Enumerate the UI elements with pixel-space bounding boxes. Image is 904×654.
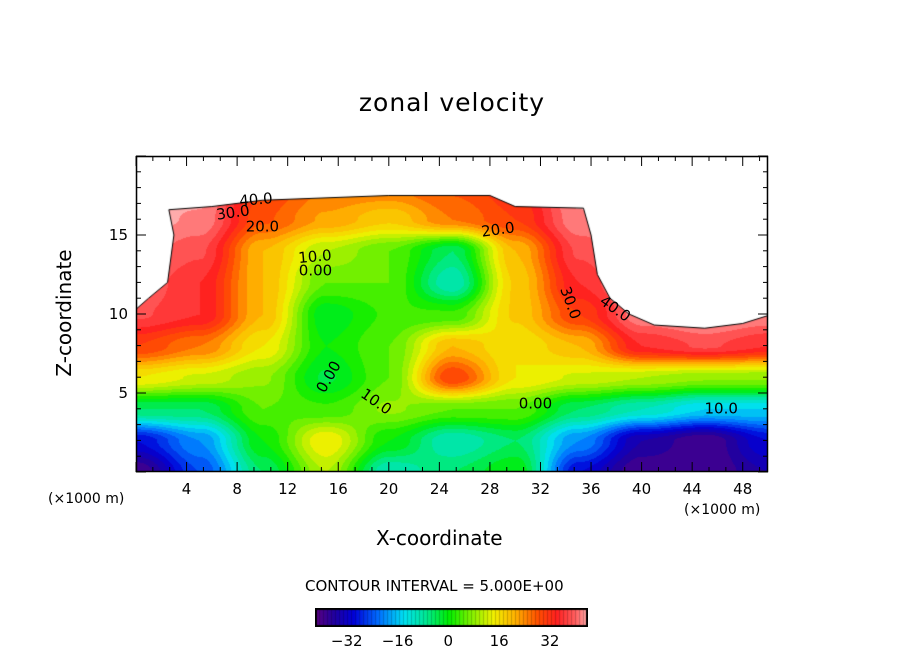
x-tick-label: 32	[530, 480, 551, 498]
filled-contour-field	[136, 156, 768, 472]
colorbar-tick-label: −32	[330, 632, 363, 650]
x-tick-label: 36	[581, 480, 601, 498]
colorbar-tick-label: 16	[489, 632, 509, 650]
plot-axes	[135, 155, 769, 473]
x-tick-label: 16	[328, 480, 348, 498]
chart-title: zonal velocity	[358, 88, 546, 117]
x-tick-label: 28	[480, 480, 500, 498]
x-units-label-left: (×1000 m)	[48, 491, 125, 507]
x-units-label-right: (×1000 m)	[684, 502, 761, 518]
y-tick-label: 10	[108, 305, 128, 323]
contour-label: 20.0	[245, 217, 280, 236]
x-axis-label: X-coordinate	[376, 526, 503, 550]
y-tick-label: 15	[108, 226, 128, 244]
colorbar	[315, 608, 588, 627]
contour-label: 10.0	[704, 399, 738, 418]
colorbar-tick-label: 0	[443, 632, 454, 650]
x-tick-label: 12	[278, 480, 298, 498]
x-tick-label: 8	[232, 480, 242, 498]
contour-label: 0.00	[298, 261, 333, 280]
x-tick-label: 20	[379, 480, 399, 498]
plot-area	[135, 155, 769, 473]
colorbar-tick-label: 32	[540, 632, 560, 650]
x-tick-label: 40	[632, 480, 652, 498]
contour-label: 0.00	[518, 394, 553, 413]
y-tick-label: 5	[118, 384, 128, 402]
y-axis-label: Z-coordinate	[52, 249, 76, 377]
x-tick-label: 44	[682, 480, 702, 498]
x-tick-label: 48	[733, 480, 753, 498]
x-tick-label: 24	[429, 480, 449, 498]
colorbar-tick-label: −16	[381, 632, 414, 650]
x-tick-label: 4	[181, 480, 192, 498]
contour-interval-text: CONTOUR INTERVAL = 5.000E+00	[305, 577, 564, 595]
